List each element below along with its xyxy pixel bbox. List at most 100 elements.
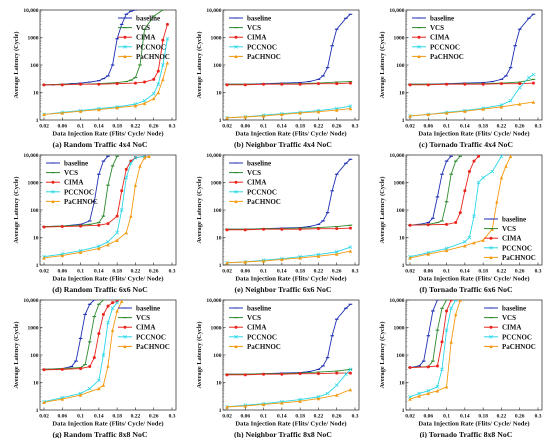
x-tick-label: 0.06 <box>423 269 433 275</box>
data-point-CIMA <box>335 371 339 375</box>
legend-label-VCS: VCS <box>136 314 150 322</box>
data-point-PaCHNOC <box>531 100 536 104</box>
data-point-PaCHNOC <box>316 254 321 258</box>
data-point-CIMA <box>60 367 64 371</box>
series-line-CIMA <box>410 82 534 86</box>
y-tick-label: 1 <box>402 408 405 414</box>
x-tick-label: 0.1 <box>443 414 450 420</box>
y-tick-label: 1 <box>402 118 405 124</box>
data-point-CIMA <box>449 300 453 302</box>
legend-label-CIMA: CIMA <box>430 34 449 42</box>
series-line-PaCHNOC <box>409 156 511 259</box>
legend-marker-PCCNOC <box>489 334 493 339</box>
x-tick-label: 0.22 <box>497 414 507 420</box>
x-tick-label: 0.22 <box>131 414 141 420</box>
data-point-PaCHNOC <box>138 164 142 168</box>
data-point-PaCHNOC <box>280 257 284 262</box>
x-tick-label: 0.1 <box>260 124 267 130</box>
data-point-CIMA <box>440 340 444 344</box>
legend-label-CIMA: CIMA <box>502 324 521 332</box>
data-point-PaCHNOC <box>499 105 504 109</box>
series-line-baseline <box>227 158 351 230</box>
data-point-CIMA <box>243 83 247 87</box>
data-point-CIMA <box>165 22 169 26</box>
x-tick-label: 0.06 <box>57 414 67 420</box>
data-point-PCCNOC <box>426 388 431 393</box>
data-point-CIMA <box>335 227 339 231</box>
y-tick-label: 10,000 <box>389 298 404 304</box>
data-point-PaCHNOC <box>316 110 321 114</box>
data-point-CIMA <box>79 367 83 371</box>
y-tick-label: 1000 <box>394 36 405 42</box>
data-point-CIMA <box>298 372 302 376</box>
x-tick-label: 0.1 <box>443 269 450 275</box>
legend-label-PCCNOC: PCCNOC <box>136 333 166 341</box>
data-point-CIMA <box>42 83 46 87</box>
data-point-CIMA <box>316 372 320 376</box>
data-point-PaCHNOC <box>444 248 449 253</box>
y-tick-label: 1000 <box>394 326 405 332</box>
data-point-PaCHNOC <box>261 259 266 263</box>
data-point-CIMA <box>106 222 110 226</box>
legend-label-CIMA: CIMA <box>247 34 266 42</box>
series-line-VCS <box>227 368 351 375</box>
data-point-PCCNOC <box>481 175 485 180</box>
x-tick-label: 0.02 <box>405 124 415 130</box>
data-point-PaCHNOC <box>426 112 430 117</box>
legend-label-VCS: VCS <box>247 24 261 32</box>
series-line-baseline <box>43 300 95 370</box>
data-point-PaCHNOC <box>225 116 229 120</box>
legend-marker-PaCHNOC <box>417 54 421 59</box>
series-line-VCS <box>410 78 534 85</box>
data-point-PaCHNOC <box>335 393 339 397</box>
subplot-caption: (g) Random Traffic 8x8 NoC <box>53 430 148 438</box>
series-line-PaCHNOC <box>409 300 461 400</box>
x-tick-label: 0.3 <box>352 124 359 130</box>
x-axis-label: Data Injection Rate (Flits/ Cycle/ Node) <box>418 131 529 138</box>
y-tick-label: 10,000 <box>23 8 38 14</box>
data-point-PaCHNOC <box>142 101 147 106</box>
data-point-PaCHNOC <box>78 250 83 254</box>
data-point-PaCHNOC <box>165 61 170 65</box>
data-point-PaCHNOC <box>60 111 64 115</box>
y-tick-label: 100 <box>213 63 222 69</box>
data-point-CIMA <box>499 82 503 86</box>
data-point-CIMA <box>426 223 430 227</box>
legend-label-PCCNOC: PCCNOC <box>136 43 166 51</box>
data-point-CIMA <box>445 309 449 313</box>
x-axis-label: Data Injection Rate (Flits/ Cycle/ Node) <box>235 131 346 138</box>
legend-label-PCCNOC: PCCNOC <box>247 43 277 51</box>
data-point-PCCNOC <box>444 328 449 333</box>
series-group <box>225 158 353 265</box>
subplot-caption: (e) Neighbor Traffic 6x6 NoC <box>234 285 331 294</box>
data-point-PCCNOC <box>97 244 101 249</box>
data-point-CIMA <box>298 82 302 86</box>
x-tick-label: 0.3 <box>535 269 542 275</box>
data-point-PaCHNOC <box>417 394 421 398</box>
x-tick-label: 0.3 <box>535 124 542 130</box>
legend-label-VCS: VCS <box>247 314 261 322</box>
data-point-CIMA <box>467 170 471 174</box>
subplot-caption: (h) Neighbor Traffic 8x8 NoC <box>234 430 332 438</box>
x-tick-label: 0.06 <box>57 124 67 130</box>
data-point-PaCHNOC <box>426 391 430 396</box>
data-point-PaCHNOC <box>97 246 101 251</box>
data-point-CIMA <box>161 38 165 42</box>
data-point-PaCHNOC <box>60 397 64 401</box>
x-tick-label: 0.3 <box>169 414 176 420</box>
legend-marker-CIMA <box>234 180 238 184</box>
y-tick-label: 10,000 <box>23 153 38 159</box>
data-point-PCCNOC <box>348 245 353 249</box>
data-point-PaCHNOC <box>495 200 499 204</box>
data-point-CIMA <box>463 82 467 86</box>
y-tick-label: 10 <box>216 91 222 97</box>
legend-marker-CIMA <box>51 180 55 184</box>
x-tick-label: 0.18 <box>478 269 488 275</box>
y-tick-label: 10 <box>399 381 405 387</box>
y-tick-label: 100 <box>396 63 405 69</box>
data-point-PaCHNOC <box>243 404 247 408</box>
x-tick-label: 0.18 <box>112 414 122 420</box>
legend-label-PCCNOC: PCCNOC <box>247 333 277 341</box>
data-point-CIMA <box>115 214 119 218</box>
data-point-PaCHNOC <box>458 300 462 302</box>
